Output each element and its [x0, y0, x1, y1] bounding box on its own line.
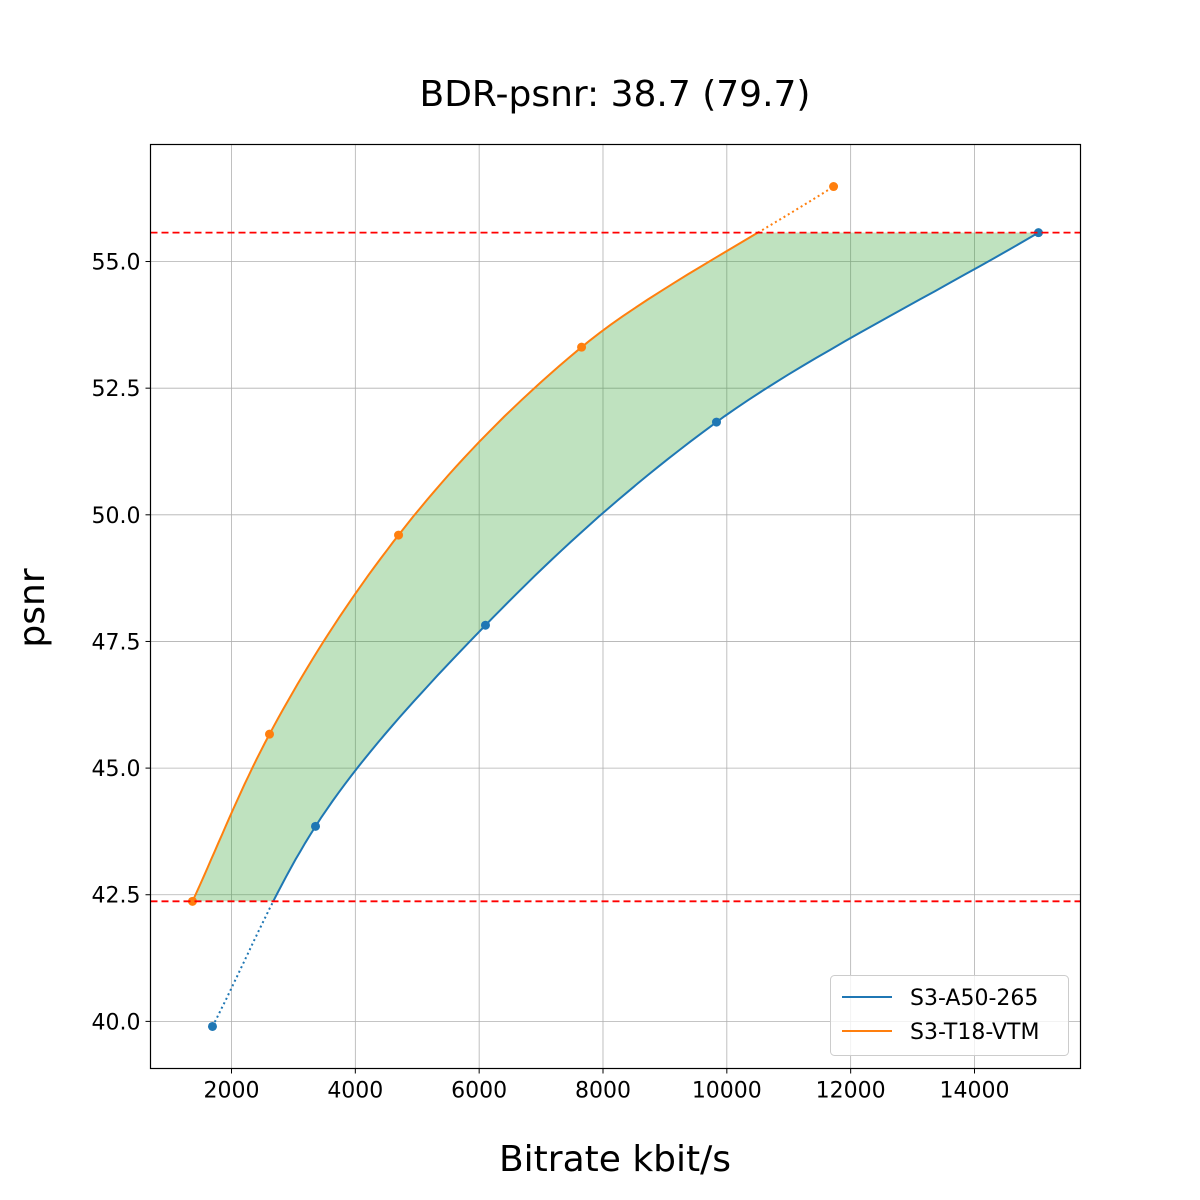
- series-line-s3-t18-vtm: [191, 231, 759, 902]
- data-point-s3-t18-vtm: [187, 896, 197, 906]
- x-tick-label: 10000: [692, 1079, 762, 1104]
- grid: [150, 144, 1081, 1069]
- data-point-s3-a50-265: [311, 821, 321, 831]
- plot-frame: [149, 143, 1082, 1070]
- bdr-fill-polygon: [192, 232, 1039, 902]
- x-tick-label: 4000: [327, 1079, 383, 1104]
- y-tick-label: 45.0: [92, 757, 141, 782]
- reference-lines: [150, 231, 1081, 903]
- data-point-s3-a50-265: [711, 417, 721, 427]
- data-point-s3-t18-vtm: [577, 342, 587, 352]
- x-axis-label: Bitrate kbit/s: [499, 1139, 731, 1180]
- series-line-dotted-s3-a50-265: [211, 900, 275, 1027]
- x-tick-label: 6000: [451, 1079, 507, 1104]
- chart-title: BDR-psnr: 38.7 (79.7): [420, 74, 811, 115]
- series-line-s3-a50-265: [272, 231, 1040, 902]
- data-point-s3-a50-265: [1033, 228, 1043, 238]
- y-tick-label: 55.0: [92, 251, 141, 276]
- x-tick-label: 2000: [203, 1079, 259, 1104]
- y-tick-label: 50.0: [92, 504, 141, 529]
- data-point-s3-t18-vtm: [265, 729, 275, 739]
- series-line-dotted-s3-t18-vtm: [757, 185, 835, 234]
- x-tick-label: 8000: [575, 1079, 631, 1104]
- data-point-s3-t18-vtm: [394, 530, 404, 540]
- y-tick-label: 42.5: [92, 884, 141, 909]
- y-tick-label: 52.5: [92, 377, 141, 402]
- series-lines: [187, 182, 1043, 1031]
- axis-ticks: 2000 4000 6000 8000 10000 12000 14000 40.0 42.5 4…: [92, 251, 1010, 1104]
- bdr-fill-area: [192, 232, 1039, 902]
- legend-label-s3-t18-vtm: S3-T18-VTM: [910, 1020, 1039, 1045]
- y-axis-label: psnr: [12, 568, 53, 647]
- legend-label-s3-a50-265: S3-A50-265: [910, 986, 1038, 1011]
- data-point-s3-t18-vtm: [829, 182, 839, 192]
- y-tick-label: 40.0: [92, 1010, 141, 1035]
- y-tick-label: 47.5: [92, 630, 141, 655]
- legend-box: [830, 975, 1069, 1056]
- legend: S3-A50-265 S3-T18-VTM: [830, 975, 1069, 1056]
- data-point-s3-a50-265: [480, 620, 490, 630]
- data-point-s3-a50-265: [207, 1021, 217, 1031]
- x-tick-label: 12000: [816, 1079, 886, 1104]
- x-tick-label: 14000: [939, 1079, 1009, 1104]
